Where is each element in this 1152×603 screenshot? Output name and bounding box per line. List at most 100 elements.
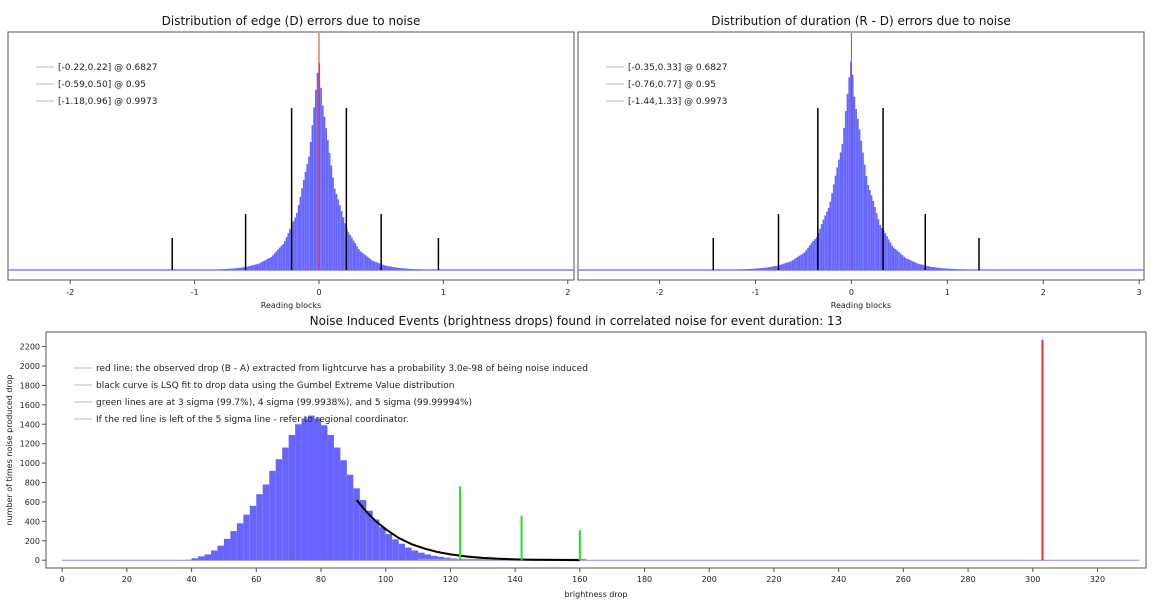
histogram-bar: [333, 447, 341, 561]
histogram-bin: [956, 269, 959, 270]
histogram-bin: [234, 268, 236, 270]
histogram-bin: [781, 264, 784, 270]
histogram-bin: [757, 268, 760, 270]
histogram-bin: [838, 159, 840, 270]
histogram-bin: [779, 264, 782, 270]
x-tick-label: 200: [702, 575, 717, 584]
histogram-bar: [236, 523, 244, 561]
histogram-bar: [392, 539, 399, 561]
histogram-bin: [404, 268, 407, 270]
histogram-bar: [437, 556, 444, 561]
histogram-bin: [332, 177, 334, 270]
histogram-bin: [213, 269, 216, 270]
histogram-bin: [941, 268, 943, 270]
histogram-bin: [879, 224, 881, 270]
histogram-bin: [275, 251, 278, 270]
histogram-bin: [920, 264, 923, 270]
x-tick-label: 0: [849, 288, 854, 297]
histogram-bin: [273, 253, 276, 270]
histogram-bin: [339, 205, 341, 270]
histogram-bin: [875, 213, 878, 270]
histogram-bar: [340, 460, 347, 561]
histogram-bin: [251, 265, 254, 270]
y-tick-label: 1400: [20, 420, 40, 429]
legend-entry: green lines are at 3 sigma (99.7%), 4 si…: [96, 398, 472, 408]
histogram-bin: [416, 269, 419, 270]
histogram-bin: [793, 259, 796, 270]
histogram-bar: [275, 459, 283, 561]
histogram-bin: [774, 265, 777, 270]
histogram-bar: [301, 418, 309, 561]
histogram-bin: [826, 211, 828, 270]
x-axis-label: brightness drop: [565, 590, 628, 599]
x-tick-label: 220: [766, 575, 781, 584]
histogram-bin: [865, 176, 868, 270]
y-tick-label: 1800: [20, 381, 40, 390]
histogram-bar: [379, 527, 386, 561]
legend-entry: [-0.59,0.50] @ 0.95: [58, 80, 146, 90]
histogram-bin: [908, 259, 911, 270]
histogram-bin: [808, 245, 811, 270]
x-tick-label: 300: [1025, 575, 1040, 584]
histogram-bin: [406, 268, 408, 270]
histogram-bin: [266, 258, 269, 270]
x-tick-label: 40: [186, 575, 196, 584]
histogram-bin: [316, 72, 319, 270]
histogram-bin: [284, 241, 286, 270]
histogram-bin: [378, 263, 381, 270]
x-tick-label: 0: [60, 575, 65, 584]
histogram-bin: [261, 261, 264, 270]
histogram-bin: [271, 255, 274, 270]
histogram-bin: [237, 267, 240, 270]
histogram-bin: [373, 261, 376, 270]
histogram-bin: [937, 267, 940, 270]
histogram-bin: [874, 206, 876, 270]
y-axis-label: number of times noise produced drop: [5, 375, 14, 526]
histogram-bin: [929, 266, 931, 270]
legend-entry: [-0.76,0.77] @ 0.95: [628, 80, 716, 90]
histogram-bin: [313, 107, 315, 270]
histogram-bar: [321, 425, 328, 561]
histogram-bin: [766, 267, 768, 270]
histogram-bin: [421, 269, 424, 270]
histogram-bin: [795, 258, 797, 270]
histogram-bin: [899, 253, 902, 270]
histogram-bin: [327, 140, 329, 270]
histogram-bin: [323, 116, 326, 271]
histogram-bin: [294, 217, 297, 270]
histogram-bin: [855, 108, 857, 270]
x-tick-label: 240: [831, 575, 846, 584]
histogram-bin: [357, 249, 360, 270]
histogram-bin: [738, 269, 741, 270]
histogram-bin: [735, 269, 737, 270]
histogram-bin: [884, 233, 887, 270]
histogram-bin: [788, 261, 791, 270]
histogram-bin: [829, 201, 832, 270]
histogram-bar: [249, 505, 257, 561]
histogram-bin: [239, 267, 242, 270]
histogram-bin: [771, 266, 773, 270]
histogram-bin: [229, 268, 231, 270]
histogram-bin: [349, 234, 352, 270]
histogram-bin: [868, 189, 871, 270]
histogram-bin: [836, 167, 839, 270]
legend-entry: red line: the observed drop (B - A) extr…: [96, 364, 588, 374]
x-tick-label: 140: [507, 575, 522, 584]
histogram-bin: [841, 143, 844, 270]
histogram-bin: [959, 269, 962, 270]
histogram-bin: [287, 233, 290, 270]
panel-frame: [45, 331, 1147, 569]
legend-entry: [-1.18,0.96] @ 0.9973: [58, 97, 157, 107]
histogram-bin: [253, 264, 255, 270]
error-panel-2: -2 -1 0 1 2 3 Reading blocks [-0.35,0.33] @ 0.6…: [577, 31, 1145, 310]
histogram-bin: [892, 247, 895, 270]
histogram-bin: [397, 267, 400, 270]
histogram-bin: [223, 269, 226, 270]
histogram-bin: [218, 269, 221, 270]
histogram-bin: [915, 262, 918, 270]
histogram-bin: [256, 264, 259, 270]
histogram-bin: [325, 128, 328, 270]
histogram-bin: [927, 266, 930, 270]
histogram-bin: [922, 264, 924, 270]
histogram-bin: [961, 269, 964, 270]
